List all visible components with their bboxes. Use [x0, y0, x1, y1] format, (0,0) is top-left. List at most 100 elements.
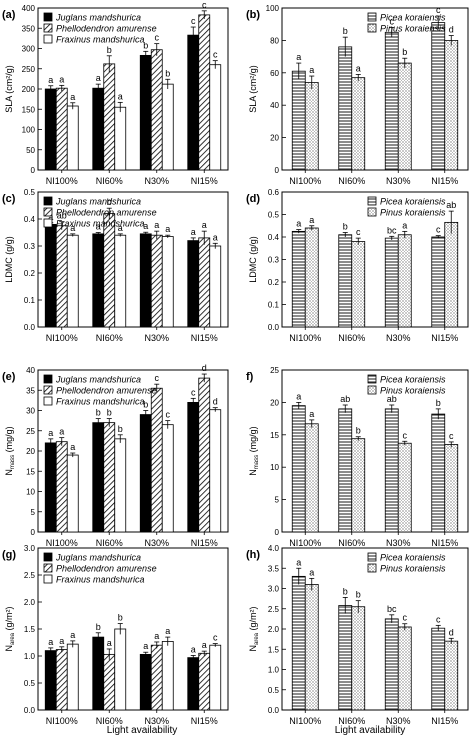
bar [66, 454, 79, 533]
significance-letter: c [213, 50, 218, 60]
bar [103, 422, 116, 533]
x-tick-label: NI15% [431, 333, 458, 343]
legend-label: Pinus koraiensis [380, 24, 446, 34]
y-tick-label: 1.5 [24, 625, 36, 634]
significance-letter: a [70, 630, 75, 640]
bar [444, 640, 459, 711]
legend-swatch [367, 12, 377, 22]
significance-letter: a [296, 219, 301, 229]
y-tick-label: 30 [26, 407, 35, 416]
bar [431, 22, 446, 171]
x-tick-label: NI100% [289, 176, 321, 186]
significance-letter: a [402, 220, 407, 230]
x-tick-label: NI100% [46, 716, 78, 726]
legend-swatch [367, 207, 377, 217]
x-tick-label: NI60% [96, 176, 123, 186]
bar [338, 46, 353, 171]
significance-letter: a [143, 641, 148, 651]
significance-letter: a [70, 442, 75, 452]
y-tick-label: 0.6 [268, 188, 280, 197]
bar [209, 64, 222, 171]
panel-f: f) 0 5 10 15 20 25 Nmass (mg/g) NI100% aa NI60% ab b… [246, 366, 469, 548]
y-axis-label: Narea (g/m²) [248, 606, 260, 651]
significance-letter: b [356, 426, 361, 436]
y-tick-label: 40 [26, 366, 35, 375]
significance-letter: a [191, 644, 196, 654]
bar [304, 82, 319, 171]
y-tick-label: 0.3 [24, 242, 36, 251]
x-tick-label: NI15% [431, 176, 458, 186]
bar [198, 377, 211, 533]
legend-swatch [43, 12, 53, 22]
y-axis-label: SLA (cm²/g) [248, 65, 258, 113]
bar [114, 628, 127, 711]
bar [187, 657, 200, 711]
bar [209, 644, 222, 711]
significance-letter: a [309, 215, 314, 225]
significance-letter: b [107, 45, 112, 55]
legend-label: Picea koraiensis [380, 13, 446, 23]
y-axis-label: Narea (g/m²) [4, 606, 16, 651]
x-axis-label-left: Light availability [107, 725, 178, 736]
x-tick-label: NI15% [191, 538, 218, 548]
x-tick-label: NI100% [46, 538, 78, 548]
panel-g: (g) 0.0 0.5 1.0 1.5 2.0 2.5 3.0 Narea (g/m²) NI10… [2, 544, 229, 726]
significance-letter: b [402, 47, 407, 57]
bar [150, 49, 163, 171]
x-tick-label: NI60% [338, 333, 365, 343]
significance-letter: b [118, 424, 123, 434]
y-tick-label: 0.4 [24, 215, 36, 224]
y-tick-label: 10 [270, 463, 279, 472]
significance-letter: a [107, 638, 112, 648]
y-tick-label: 0.0 [268, 323, 280, 332]
y-tick-label: 20 [270, 134, 279, 143]
bar [397, 234, 412, 328]
x-tick-label: NI60% [338, 716, 365, 726]
y-tick-label: 5 [31, 508, 36, 517]
significance-letter: a [202, 640, 207, 650]
bar [92, 87, 105, 171]
legend-swatch [43, 218, 53, 228]
legend-swatch [367, 23, 377, 33]
bar [44, 442, 57, 533]
significance-letter: a [118, 91, 123, 101]
significance-letter: c [356, 227, 361, 237]
significance-letter: a [154, 631, 159, 641]
y-tick-label: 0.5 [268, 211, 280, 220]
bar [431, 236, 446, 328]
significance-letter: b [436, 398, 441, 408]
bar [44, 650, 57, 711]
bar [139, 54, 152, 171]
bar [139, 233, 152, 328]
x-tick-label: NI15% [191, 333, 218, 343]
y-axis-label: SLA (cm²/g) [4, 65, 14, 113]
x-tick-label: NI100% [289, 333, 321, 343]
significance-letter: a [202, 220, 207, 230]
panel-label: (h) [246, 549, 260, 561]
bar [150, 387, 163, 533]
significance-letter: b [356, 590, 361, 600]
y-tick-label: 100 [266, 4, 280, 13]
significance-letter: ab [57, 211, 67, 221]
significance-letter: a [59, 636, 64, 646]
legend-label: Phellodendron amurense [56, 208, 157, 218]
significance-letter: c [166, 410, 171, 420]
x-tick-label: NI60% [338, 176, 365, 186]
legend-label: Juglans mandshurica [55, 197, 141, 207]
plot-frame [281, 369, 469, 533]
legend-label: Fraxinus mandshurica [56, 575, 145, 585]
legend-swatch [367, 385, 377, 395]
significance-letter: c [403, 430, 408, 440]
bar [161, 83, 174, 171]
y-tick-label: 0.0 [268, 706, 280, 715]
y-tick-label: 40 [270, 101, 279, 110]
bar [198, 237, 211, 328]
y-tick-label: 350 [22, 24, 36, 33]
y-tick-label: 0.5 [268, 686, 280, 695]
y-tick-label: 15 [270, 431, 279, 440]
significance-letter: b [96, 622, 101, 632]
significance-letter: c [449, 431, 454, 441]
x-tick-label: NI100% [289, 716, 321, 726]
